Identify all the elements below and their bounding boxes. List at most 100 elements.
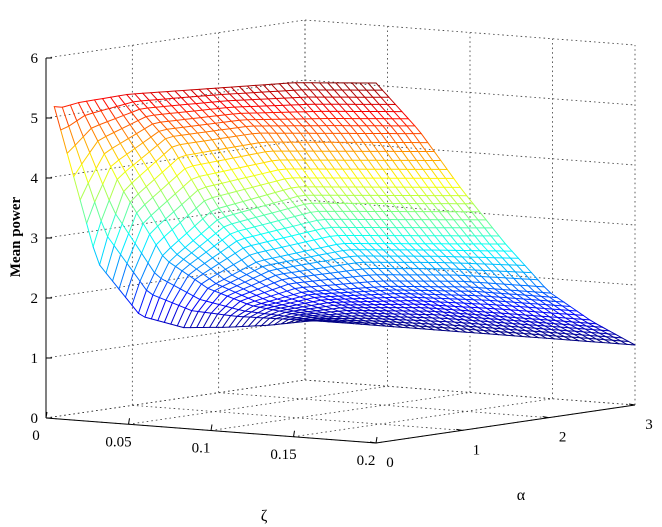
- mesh-line-zeta: [286, 290, 294, 296]
- mesh-line-alpha: [218, 295, 228, 306]
- mesh-line-zeta: [496, 243, 505, 252]
- mesh-line-zeta: [265, 285, 273, 291]
- y-tick-label: 3: [645, 417, 653, 433]
- mesh-line-alpha: [215, 278, 225, 285]
- mesh-line-zeta: [568, 327, 576, 332]
- mesh-line-alpha: [518, 326, 528, 329]
- z-tick-label: 3: [31, 231, 39, 247]
- mesh-line-zeta: [461, 219, 469, 229]
- mesh-line-zeta: [417, 195, 426, 205]
- mesh-line-alpha: [270, 262, 280, 266]
- mesh-line-zeta: [391, 300, 399, 305]
- mesh-line-zeta: [413, 303, 422, 309]
- mesh-line-alpha: [465, 331, 475, 334]
- mesh-line-zeta: [305, 194, 313, 204]
- mesh-line-zeta: [116, 105, 125, 116]
- mesh-line-zeta: [252, 235, 260, 245]
- mesh-line-alpha: [200, 116, 210, 119]
- mesh-line-zeta: [303, 250, 312, 258]
- mesh-line-alpha: [328, 278, 338, 280]
- mesh-line-alpha: [176, 247, 186, 255]
- mesh-line-alpha: [320, 278, 330, 281]
- mesh-line-alpha: [256, 151, 266, 154]
- mesh-line-zeta: [228, 288, 236, 293]
- mesh-line-zeta: [264, 313, 272, 315]
- mesh-line-alpha: [613, 336, 623, 339]
- mesh-line-zeta: [162, 255, 170, 263]
- mesh-line-alpha: [238, 303, 248, 311]
- mesh-line-zeta: [471, 303, 480, 309]
- mesh-line-alpha: [236, 237, 246, 242]
- mesh-line-alpha: [581, 318, 591, 321]
- mesh-line-zeta: [463, 211, 471, 221]
- mesh-line-alpha: [305, 297, 315, 300]
- mesh-line-zeta: [387, 289, 396, 295]
- mesh-line-zeta: [573, 318, 581, 323]
- mesh-line-alpha: [226, 106, 236, 109]
- mesh-line-zeta: [222, 121, 231, 130]
- mesh-line-zeta: [382, 125, 390, 135]
- mesh-line-zeta: [343, 159, 352, 170]
- mesh-line-alpha: [481, 317, 491, 320]
- mesh-line-zeta: [227, 192, 236, 205]
- mesh-line-zeta: [387, 261, 396, 270]
- mesh-line-alpha: [581, 334, 591, 336]
- mesh-line-zeta: [296, 282, 304, 288]
- mesh-line-alpha: [69, 102, 79, 106]
- mesh-line-alpha: [153, 113, 163, 116]
- mesh-line-alpha: [261, 222, 271, 226]
- mesh-line-zeta: [342, 283, 351, 290]
- mesh-line-alpha: [302, 211, 312, 215]
- mesh-line-zeta: [326, 168, 334, 179]
- mesh-line-zeta: [316, 219, 325, 229]
- mesh-line-alpha: [269, 169, 279, 173]
- mesh-line-alpha: [497, 318, 507, 321]
- mesh-line-alpha: [148, 99, 158, 101]
- mesh-line-zeta: [471, 211, 479, 221]
- mesh-line-alpha: [598, 332, 609, 335]
- mesh-line-zeta: [307, 311, 316, 314]
- mesh-line-zeta: [198, 124, 207, 133]
- mesh-line-alpha: [249, 288, 259, 293]
- mesh-line-zeta: [284, 178, 292, 189]
- mesh-line-zeta: [170, 323, 178, 327]
- mesh-line-zeta: [309, 318, 317, 321]
- mesh-line-zeta: [525, 330, 533, 335]
- mesh-line-zeta: [401, 111, 409, 120]
- mesh-line-zeta: [223, 226, 231, 235]
- mesh-line-alpha: [165, 284, 175, 301]
- mesh-line-alpha: [202, 150, 212, 153]
- mesh-line-zeta: [320, 110, 329, 120]
- mesh-line-zeta: [520, 323, 528, 329]
- mesh-line-zeta: [276, 268, 285, 275]
- mesh-line-zeta: [79, 199, 88, 224]
- mesh-line-zeta: [383, 315, 391, 320]
- mesh-line-zeta: [270, 83, 279, 92]
- mesh-line-zeta: [505, 319, 514, 324]
- mesh-line-zeta: [190, 89, 198, 97]
- mesh-line-alpha: [262, 295, 272, 300]
- mesh-line-alpha: [263, 289, 273, 294]
- mesh-line-zeta: [307, 231, 315, 241]
- mesh-line-zeta: [366, 168, 374, 179]
- mesh-line-zeta: [278, 310, 287, 313]
- mesh-line-zeta: [340, 132, 348, 143]
- mesh-line-zeta: [360, 312, 369, 317]
- mesh-line-zeta: [481, 317, 489, 323]
- mesh-line-zeta: [242, 247, 251, 256]
- mesh-line-zeta: [399, 118, 408, 127]
- mesh-line-zeta: [552, 326, 560, 331]
- mesh-line-zeta: [195, 141, 204, 153]
- mesh-line-alpha: [202, 268, 212, 275]
- y-tick-label: 2: [559, 430, 567, 446]
- mesh-line-zeta: [521, 278, 529, 287]
- mesh-line-zeta: [362, 294, 370, 299]
- mesh-line-zeta: [235, 99, 244, 108]
- mesh-line-alpha: [494, 308, 504, 310]
- mesh-line-zeta: [592, 329, 600, 334]
- mesh-line-zeta: [318, 210, 326, 220]
- mesh-line-zeta: [121, 128, 129, 140]
- mesh-line-alpha: [172, 97, 182, 99]
- mesh-line-zeta: [345, 194, 353, 204]
